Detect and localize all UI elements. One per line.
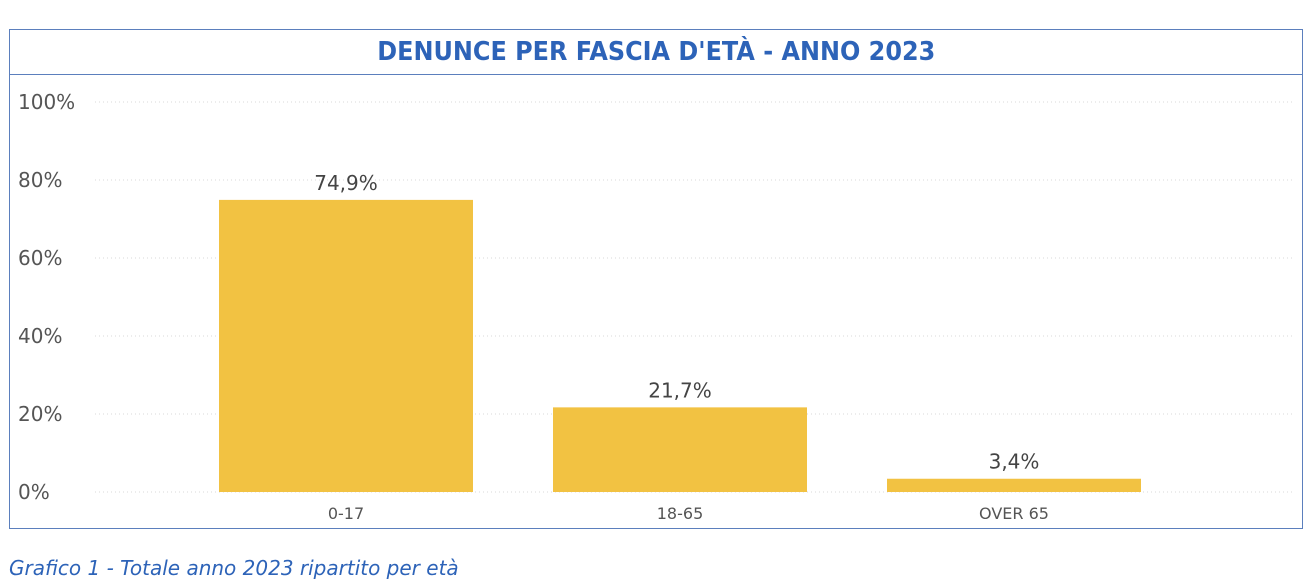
y-tick-label: 60% — [18, 246, 62, 270]
y-tick-label: 100% — [18, 90, 75, 114]
x-tick-label: 18-65 — [657, 504, 704, 523]
bar — [887, 478, 1141, 492]
chart-header: DENUNCE PER FASCIA D'ETÀ - ANNO 2023 — [10, 30, 1302, 75]
chart-frame: DENUNCE PER FASCIA D'ETÀ - ANNO 2023 0% 2… — [9, 29, 1303, 529]
data-label: 21,7% — [648, 378, 712, 402]
bar-chart: 0% 20% 40% 60% 80% 100% 74,9% 0-17 21,7% 18-65 3,4… — [18, 90, 1295, 523]
data-label: 74,9% — [314, 171, 378, 195]
y-tick-label: 80% — [18, 168, 62, 192]
bar — [219, 199, 473, 492]
y-tick-label: 0% — [18, 480, 50, 504]
x-tick-label: 0-17 — [328, 504, 364, 523]
y-tick-label: 20% — [18, 402, 62, 426]
bar — [553, 407, 807, 492]
y-tick-label: 40% — [18, 324, 62, 348]
chart-title: DENUNCE PER FASCIA D'ETÀ - ANNO 2023 — [376, 37, 935, 67]
figure-caption: Grafico 1 - Totale anno 2023 ripartito p… — [9, 556, 459, 580]
x-tick-label: OVER 65 — [979, 504, 1049, 523]
data-label: 3,4% — [989, 450, 1040, 474]
